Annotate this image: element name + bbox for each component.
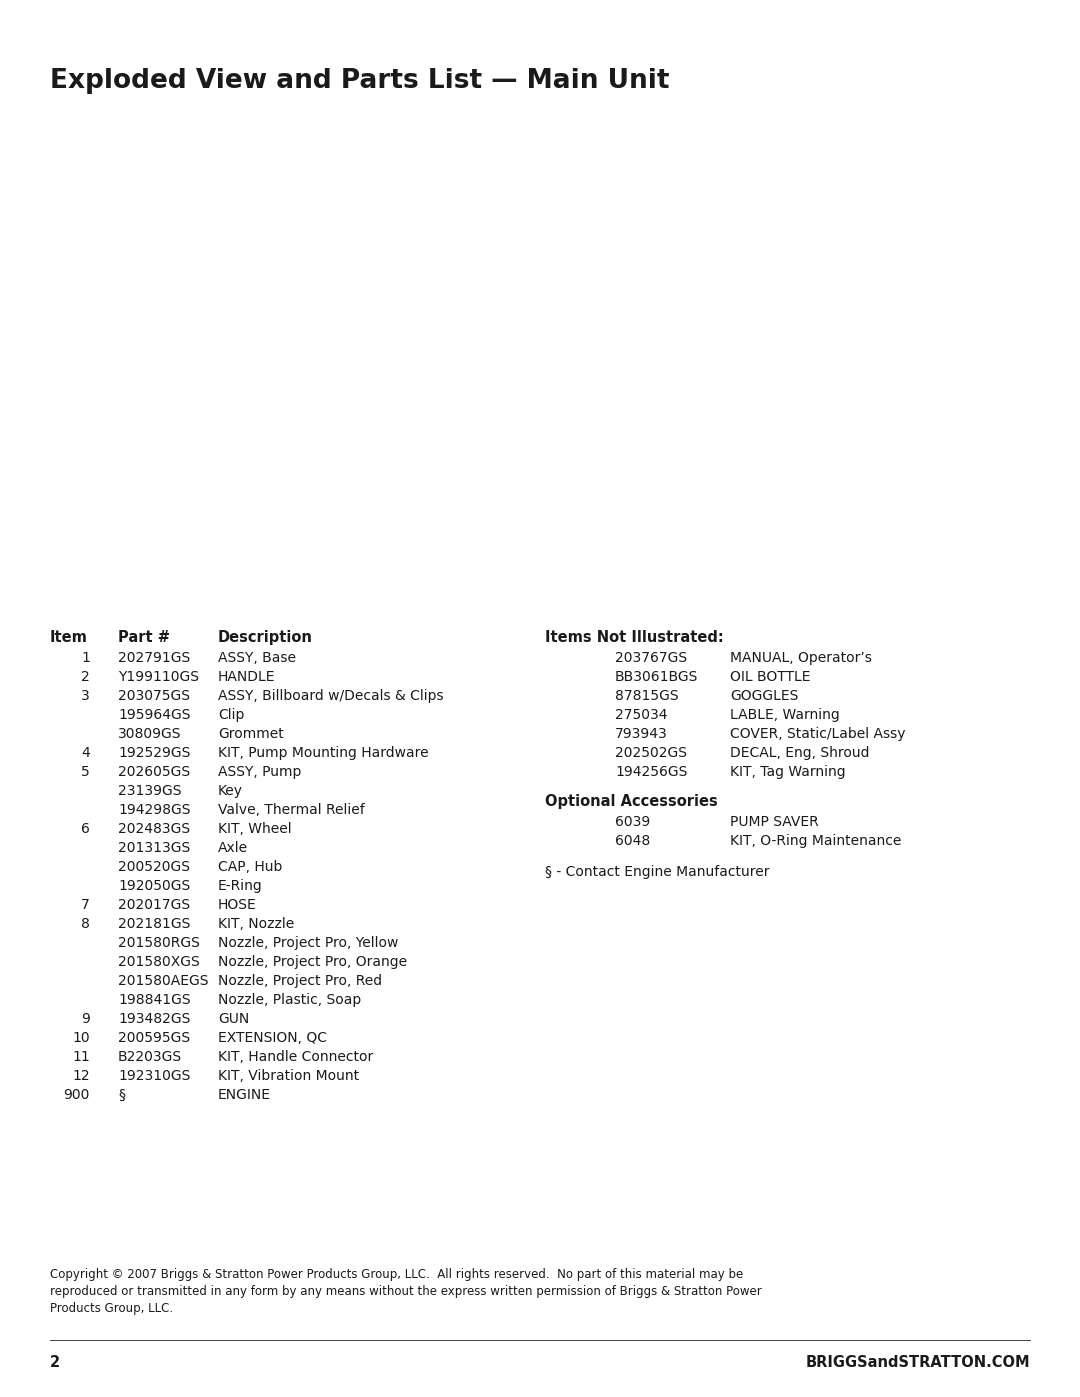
- Text: 5: 5: [81, 766, 90, 780]
- Text: 203767GS: 203767GS: [615, 651, 687, 665]
- Text: HANDLE: HANDLE: [218, 671, 275, 685]
- Text: Exploded View and Parts List — Main Unit: Exploded View and Parts List — Main Unit: [50, 68, 670, 94]
- Text: GOGGLES: GOGGLES: [730, 689, 798, 703]
- Text: 202502GS: 202502GS: [615, 746, 687, 760]
- Text: 2: 2: [81, 671, 90, 685]
- Text: 8: 8: [81, 916, 90, 930]
- Text: DECAL, Eng, Shroud: DECAL, Eng, Shroud: [730, 746, 869, 760]
- Text: 900: 900: [64, 1088, 90, 1102]
- Text: Products Group, LLC.: Products Group, LLC.: [50, 1302, 173, 1315]
- Text: KIT, Wheel: KIT, Wheel: [218, 821, 292, 835]
- Text: 12: 12: [72, 1069, 90, 1083]
- Text: Grommet: Grommet: [218, 726, 284, 740]
- Text: KIT, Vibration Mount: KIT, Vibration Mount: [218, 1069, 360, 1083]
- Text: KIT, O-Ring Maintenance: KIT, O-Ring Maintenance: [730, 834, 902, 848]
- Text: ASSY, Base: ASSY, Base: [218, 651, 296, 665]
- Text: 30809GS: 30809GS: [118, 726, 181, 740]
- Text: ASSY, Billboard w/Decals & Clips: ASSY, Billboard w/Decals & Clips: [218, 689, 444, 703]
- Text: 4: 4: [81, 746, 90, 760]
- Text: Key: Key: [218, 784, 243, 798]
- Text: 202483GS: 202483GS: [118, 821, 190, 835]
- Text: KIT, Pump Mounting Hardware: KIT, Pump Mounting Hardware: [218, 746, 429, 760]
- Text: KIT, Tag Warning: KIT, Tag Warning: [730, 766, 846, 780]
- Text: 202017GS: 202017GS: [118, 898, 190, 912]
- Text: 202181GS: 202181GS: [118, 916, 190, 930]
- Text: CAP, Hub: CAP, Hub: [218, 861, 282, 875]
- Text: Nozzle, Project Pro, Orange: Nozzle, Project Pro, Orange: [218, 956, 407, 970]
- Text: reproduced or transmitted in any form by any means without the express written p: reproduced or transmitted in any form by…: [50, 1285, 761, 1298]
- Text: 793943: 793943: [615, 726, 667, 740]
- Text: 195964GS: 195964GS: [118, 708, 190, 722]
- Text: § - Contact Engine Manufacturer: § - Contact Engine Manufacturer: [545, 865, 769, 879]
- Text: OIL BOTTLE: OIL BOTTLE: [730, 671, 810, 685]
- Text: GUN: GUN: [218, 1011, 249, 1025]
- Text: 6039: 6039: [615, 814, 650, 828]
- Text: 7: 7: [81, 898, 90, 912]
- Text: 1: 1: [81, 651, 90, 665]
- Text: Copyright © 2007 Briggs & Stratton Power Products Group, LLC.  All rights reserv: Copyright © 2007 Briggs & Stratton Power…: [50, 1268, 743, 1281]
- Text: Nozzle, Project Pro, Red: Nozzle, Project Pro, Red: [218, 974, 382, 988]
- Text: 11: 11: [72, 1051, 90, 1065]
- Text: 192529GS: 192529GS: [118, 746, 190, 760]
- Text: E-Ring: E-Ring: [218, 879, 262, 893]
- Text: 201580AEGS: 201580AEGS: [118, 974, 208, 988]
- Text: 194298GS: 194298GS: [118, 803, 190, 817]
- Text: 2: 2: [50, 1355, 60, 1370]
- Text: 200520GS: 200520GS: [118, 861, 190, 875]
- Text: Items Not Illustrated:: Items Not Illustrated:: [545, 630, 724, 645]
- Text: Description: Description: [218, 630, 313, 645]
- Text: ASSY, Pump: ASSY, Pump: [218, 766, 301, 780]
- Text: 6: 6: [81, 821, 90, 835]
- Text: 202791GS: 202791GS: [118, 651, 190, 665]
- Text: 201580XGS: 201580XGS: [118, 956, 200, 970]
- Text: Optional Accessories: Optional Accessories: [545, 793, 718, 809]
- Text: ENGINE: ENGINE: [218, 1088, 271, 1102]
- Text: 275034: 275034: [615, 708, 667, 722]
- Text: PUMP SAVER: PUMP SAVER: [730, 814, 819, 828]
- Text: KIT, Nozzle: KIT, Nozzle: [218, 916, 294, 930]
- Text: B2203GS: B2203GS: [118, 1051, 183, 1065]
- Text: §: §: [118, 1088, 125, 1102]
- Text: HOSE: HOSE: [218, 898, 257, 912]
- Text: 23139GS: 23139GS: [118, 784, 181, 798]
- Text: 193482GS: 193482GS: [118, 1011, 190, 1025]
- Text: 3: 3: [81, 689, 90, 703]
- Text: 201580RGS: 201580RGS: [118, 936, 200, 950]
- Text: 194256GS: 194256GS: [615, 766, 687, 780]
- Text: 10: 10: [72, 1031, 90, 1045]
- Text: KIT, Handle Connector: KIT, Handle Connector: [218, 1051, 374, 1065]
- Text: Valve, Thermal Relief: Valve, Thermal Relief: [218, 803, 365, 817]
- Text: 192310GS: 192310GS: [118, 1069, 190, 1083]
- Text: 87815GS: 87815GS: [615, 689, 678, 703]
- Text: Y199110GS: Y199110GS: [118, 671, 199, 685]
- Text: 9: 9: [81, 1011, 90, 1025]
- Text: Nozzle, Project Pro, Yellow: Nozzle, Project Pro, Yellow: [218, 936, 399, 950]
- Text: 198841GS: 198841GS: [118, 993, 191, 1007]
- Text: EXTENSION, QC: EXTENSION, QC: [218, 1031, 327, 1045]
- Text: COVER, Static/Label Assy: COVER, Static/Label Assy: [730, 726, 905, 740]
- Text: Axle: Axle: [218, 841, 248, 855]
- Text: Part #: Part #: [118, 630, 170, 645]
- Text: 203075GS: 203075GS: [118, 689, 190, 703]
- Text: MANUAL, Operator’s: MANUAL, Operator’s: [730, 651, 872, 665]
- Text: 192050GS: 192050GS: [118, 879, 190, 893]
- Text: Nozzle, Plastic, Soap: Nozzle, Plastic, Soap: [218, 993, 361, 1007]
- Text: BRIGGSandSTRATTON.COM: BRIGGSandSTRATTON.COM: [806, 1355, 1030, 1370]
- Text: Clip: Clip: [218, 708, 244, 722]
- Text: 200595GS: 200595GS: [118, 1031, 190, 1045]
- Text: BB3061BGS: BB3061BGS: [615, 671, 699, 685]
- Text: 201313GS: 201313GS: [118, 841, 190, 855]
- Text: 6048: 6048: [615, 834, 650, 848]
- Text: Item: Item: [50, 630, 87, 645]
- Text: 202605GS: 202605GS: [118, 766, 190, 780]
- Text: LABLE, Warning: LABLE, Warning: [730, 708, 840, 722]
